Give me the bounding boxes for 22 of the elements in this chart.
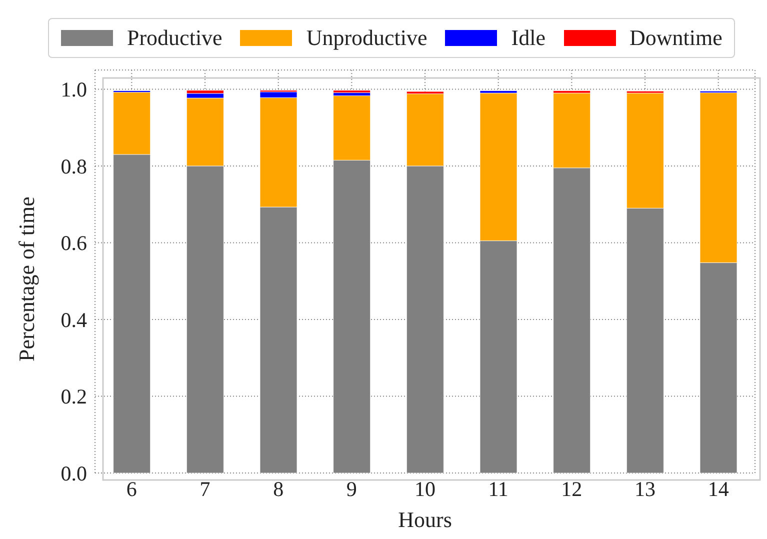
x-tick-label: 7 — [200, 476, 210, 501]
legend-label: Idle — [511, 25, 546, 51]
x-tick-label: 9 — [346, 476, 357, 501]
x-tick-label: 11 — [488, 476, 508, 501]
y-tick-label: 0.2 — [60, 384, 87, 409]
legend-label: Unproductive — [306, 25, 428, 51]
y-tick-label: 1.0 — [60, 78, 87, 102]
bar — [333, 90, 371, 93]
x-tick-label: 10 — [414, 476, 436, 501]
x-tick-label: 12 — [561, 476, 582, 501]
y-tick-label: 0.6 — [60, 231, 87, 256]
x-tick-label: 6 — [126, 476, 137, 501]
y-tick-label: 0.0 — [60, 461, 87, 486]
x-tick-label: 14 — [708, 476, 730, 501]
x-tick-label: 13 — [634, 476, 656, 501]
y-tick-label: 0.4 — [60, 308, 88, 332]
legend-label: Productive — [127, 25, 222, 51]
x-axis-title: Hours — [398, 507, 452, 532]
y-axis-title: Percentage of time — [14, 196, 39, 362]
legend-label: Downtime — [630, 25, 722, 51]
x-tick-label: 8 — [273, 476, 284, 501]
y-tick-label: 0.8 — [60, 154, 87, 178]
